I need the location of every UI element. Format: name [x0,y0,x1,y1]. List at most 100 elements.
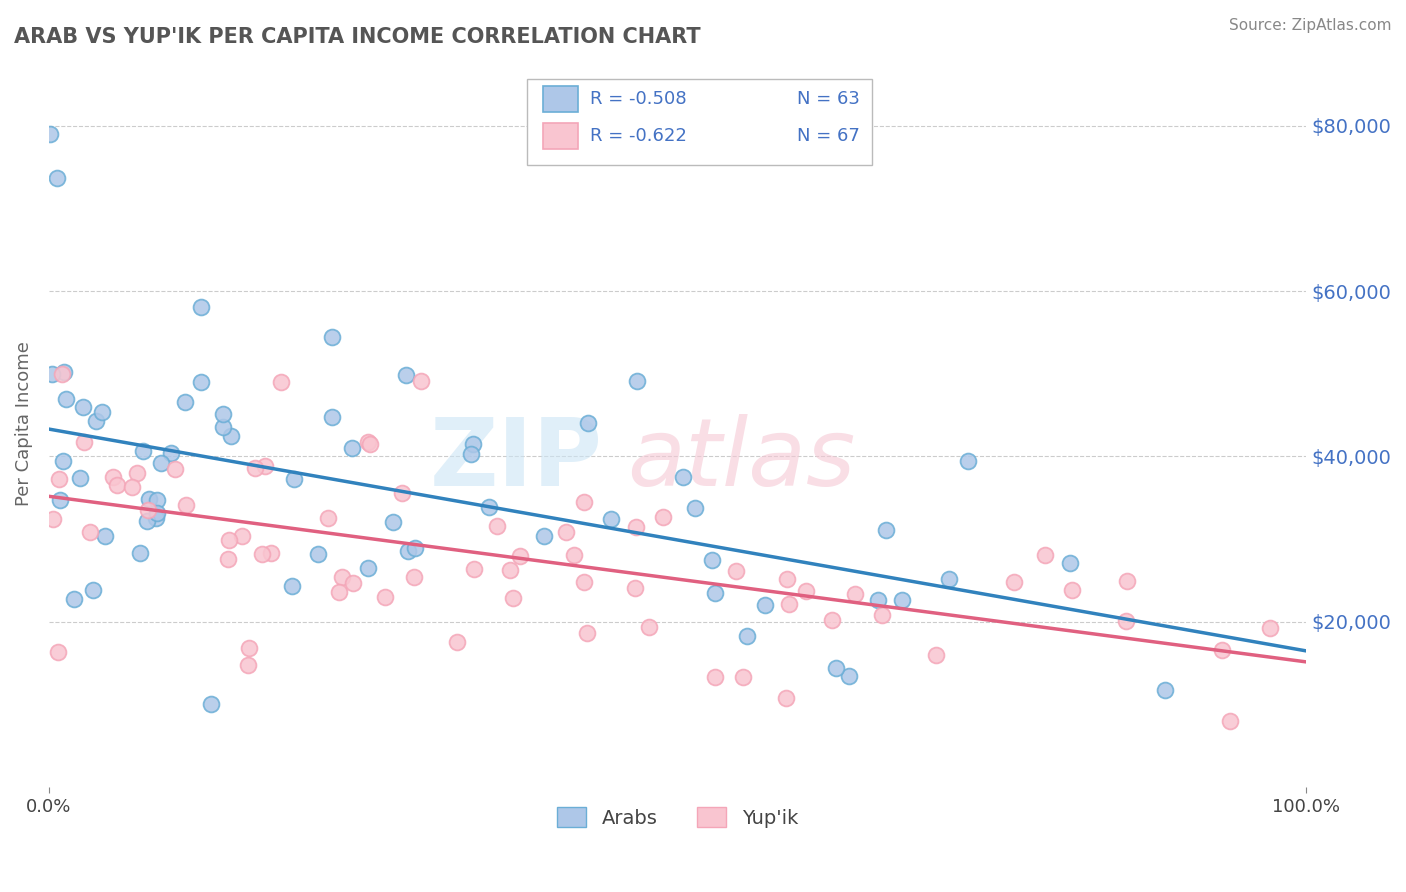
Point [93,528,115,542]
Point [624,520,647,534]
Text: R = -0.622: R = -0.622 [589,127,686,145]
Point [1258,621,1281,635]
FancyBboxPatch shape [527,79,873,165]
Point [145,506,167,520]
Point [576,416,599,430]
Legend: Arabs, Yup'ik: Arabs, Yup'ik [550,799,806,836]
Point [624,581,647,595]
Point [90,405,112,419]
Point [460,447,482,461]
Point [1115,574,1137,588]
Point [41,367,63,381]
Point [478,500,501,515]
Point [105,477,128,491]
Point [48,472,70,486]
Point [62,591,84,606]
Text: N = 67: N = 67 [797,127,860,145]
Point [821,613,844,627]
Point [1115,614,1137,628]
Point [1059,556,1081,570]
Point [73,434,96,449]
Point [402,570,425,584]
Point [1154,683,1177,698]
Point [136,514,159,528]
Point [149,456,172,470]
Point [562,548,585,562]
Point [509,549,531,564]
Point [321,409,343,424]
Point [357,561,380,575]
Point [685,501,707,516]
Y-axis label: Per Capita Income: Per Capita Income [15,341,32,506]
Point [136,503,159,517]
Point [576,626,599,640]
Point [200,698,222,712]
Point [704,586,727,600]
Point [1002,574,1025,589]
Point [342,441,364,455]
Point [725,564,748,578]
Point [555,525,578,540]
Point [357,434,380,449]
Point [533,529,555,543]
Point [250,547,273,561]
Point [1062,583,1084,598]
Point [53,366,76,380]
Point [626,374,648,388]
Point [270,375,292,389]
Point [844,587,866,601]
Point [825,660,848,674]
Point [446,635,468,649]
Point [463,562,485,576]
FancyBboxPatch shape [543,123,578,149]
Point [396,544,419,558]
Point [838,669,860,683]
Point [238,640,260,655]
Text: ARAB VS YUP'IK PER CAPITA INCOME CORRELATION CHART: ARAB VS YUP'IK PER CAPITA INCOME CORRELA… [14,27,700,46]
Text: N = 63: N = 63 [797,90,860,108]
Point [778,597,800,611]
Point [146,492,169,507]
Point [776,572,799,586]
Point [938,572,960,586]
Point [703,670,725,684]
Point [190,301,212,315]
Point [48,645,70,659]
Text: ZIP: ZIP [429,414,602,506]
FancyBboxPatch shape [543,86,578,112]
Point [875,523,897,537]
Point [138,492,160,507]
Point [219,428,242,442]
Point [775,690,797,705]
Point [342,576,364,591]
Point [254,459,277,474]
Point [956,454,979,468]
Point [79,524,101,539]
Point [572,574,595,589]
Point [174,498,197,512]
Point [211,408,233,422]
Point [330,569,353,583]
Point [281,579,304,593]
Point [737,629,759,643]
Point [391,485,413,500]
Point [121,479,143,493]
Point [42,511,65,525]
Point [82,583,104,598]
Point [754,598,776,612]
Point [49,492,72,507]
Point [260,546,283,560]
Point [404,541,426,555]
Point [499,563,522,577]
Point [55,392,77,407]
Point [868,592,890,607]
Point [461,437,484,451]
Point [700,553,723,567]
Point [599,512,621,526]
Point [502,591,524,606]
Point [163,462,186,476]
Point [212,419,235,434]
Point [1211,643,1233,657]
Point [486,518,509,533]
Point [572,494,595,508]
